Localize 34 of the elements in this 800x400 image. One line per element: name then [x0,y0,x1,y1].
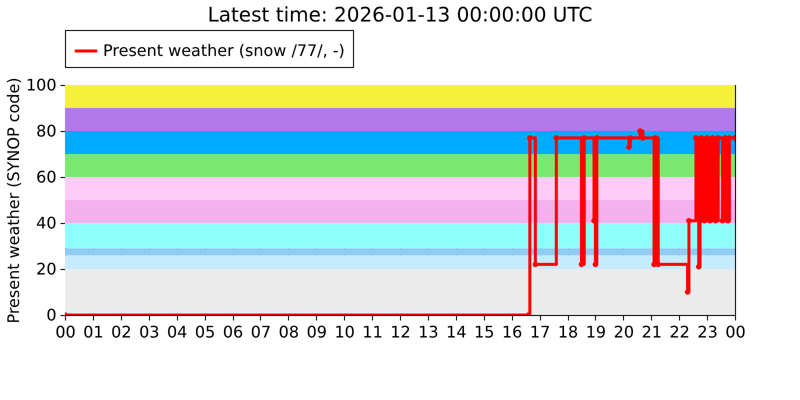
x-tick-label: 11 [362,322,383,342]
x-tick-label: 12 [390,322,411,342]
y-tick-label: 20 [36,260,56,278]
x-tick-label: 07 [250,322,272,342]
y-axis-title: Present weather (SYNOP code) [4,77,23,324]
x-tick-label: 14 [446,322,467,342]
x-tick-label: 00 [55,322,76,342]
x-tick-label: 00 [725,322,746,342]
y-tick-label: 100 [26,76,56,94]
x-tick-label: 22 [669,322,690,342]
chart-title: Latest time: 2026-01-13 00:00:00 UTC [208,2,592,26]
x-tick-label: 02 [111,322,132,342]
x-tick-label: 03 [139,322,160,342]
x-tick-label: 19 [586,322,606,342]
x-tick-label: 21 [642,322,662,342]
x-tick-label: 17 [530,322,550,342]
x-tick-label: 20 [614,322,634,342]
y-tick-label: 40 [36,214,56,232]
x-tick-label: 15 [474,322,494,342]
x-tick-label: 10 [334,322,355,342]
x-tick-label: 13 [418,322,439,342]
y-tick-label: 0 [46,306,56,324]
legend-label: Present weather (snow /77/, -) [103,41,345,60]
y-tick-label: 80 [36,122,56,140]
x-tick-label: 16 [502,322,522,342]
x-tick-label: 04 [166,322,188,342]
x-tick-label: 23 [697,322,718,342]
x-tick-label: 01 [83,322,104,342]
x-tick-label: 08 [278,322,300,342]
x-tick-label: 06 [222,322,244,342]
x-tick-label: 18 [558,322,578,342]
x-tick-label: 05 [194,322,216,342]
x-tick-label: 09 [306,322,327,342]
y-tick-label: 60 [36,168,56,186]
